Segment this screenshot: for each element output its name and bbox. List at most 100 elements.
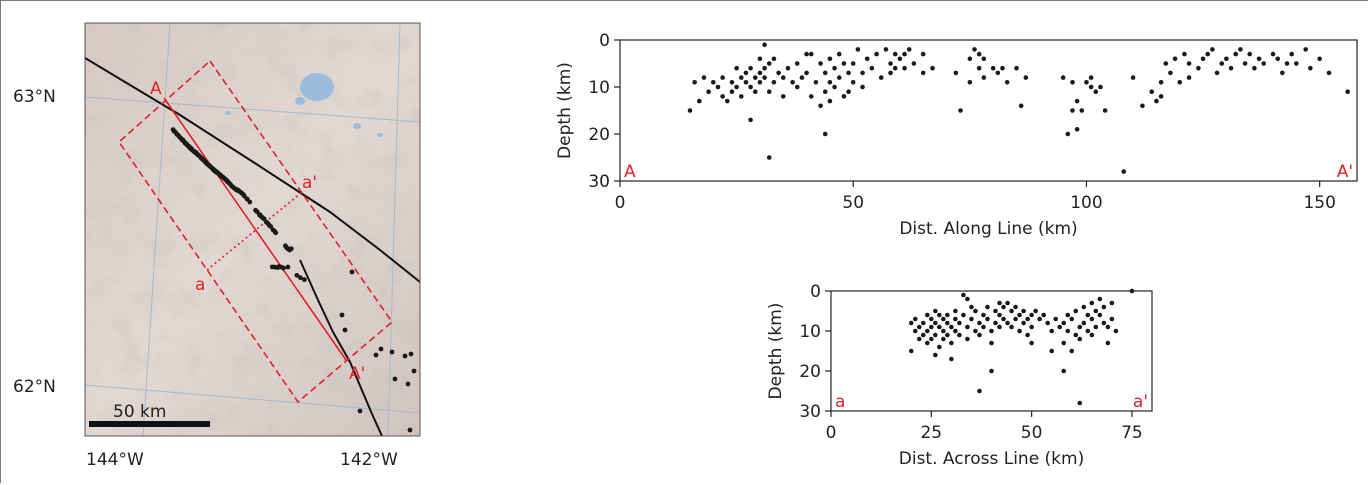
event-point [696, 98, 702, 104]
x-tick-label: 50 [842, 193, 864, 213]
event-point [1065, 312, 1071, 318]
event-point [1049, 328, 1054, 334]
event-point [1294, 61, 1299, 66]
map-event-point [389, 349, 395, 355]
event-point [976, 51, 982, 57]
event-point [1093, 324, 1099, 330]
event-point [734, 65, 739, 71]
event-point [794, 61, 800, 66]
event-point [850, 80, 856, 85]
event-point [997, 300, 1002, 306]
event-point [1182, 51, 1187, 57]
lon-label: 144°W [86, 450, 144, 470]
event-point [1081, 320, 1087, 326]
lat-label: 63°N [13, 87, 56, 107]
event-point [1013, 304, 1018, 310]
x-tick-label: 0 [615, 193, 626, 213]
map-events [170, 127, 417, 433]
event-point [780, 75, 786, 80]
event-point [832, 65, 837, 71]
event-point [977, 332, 982, 338]
event-point [790, 80, 795, 85]
event-point [945, 312, 950, 318]
event-point [869, 65, 875, 71]
event-point [892, 65, 898, 71]
event-point [1105, 324, 1111, 330]
event-point [1200, 56, 1206, 62]
map-event-point [411, 368, 417, 374]
seismicity-map: 63°N 62°N 144°W 142°W A A' a a' 50 km [13, 22, 421, 470]
event-point [757, 70, 763, 76]
event-point [933, 332, 938, 338]
event-point [1057, 324, 1063, 330]
event-point [1088, 75, 1094, 80]
map-event-point [392, 376, 398, 382]
event-point [748, 65, 753, 71]
event-point [701, 75, 707, 80]
event-point [1228, 65, 1234, 71]
event-point [1101, 320, 1107, 326]
event-point [1214, 70, 1220, 76]
event-point [836, 51, 842, 57]
y-axis-label: Depth (km) [555, 62, 575, 159]
event-point [1004, 80, 1010, 85]
map-event-point [408, 351, 414, 357]
event-point [1158, 94, 1164, 99]
event-point [993, 320, 998, 326]
event-point [1065, 328, 1071, 334]
event-point [941, 316, 946, 322]
event-point [1061, 340, 1067, 346]
x-axis-label: Dist. Along Line (km) [899, 219, 1077, 239]
event-point [1303, 47, 1308, 52]
event-point [1238, 47, 1243, 52]
event-point [953, 316, 958, 322]
event-point [1089, 316, 1095, 322]
x-tick-label: 75 [1121, 423, 1143, 443]
event-point [1013, 316, 1018, 322]
event-point [1280, 70, 1285, 76]
event-point [1081, 304, 1087, 310]
event-point [1102, 108, 1108, 113]
event-point [878, 75, 884, 80]
event-point [1017, 312, 1022, 318]
event-point [961, 292, 966, 298]
event-point [973, 308, 978, 314]
event-point [1009, 324, 1014, 330]
event-point [1045, 320, 1050, 326]
event-point [1037, 316, 1042, 322]
event-point [925, 328, 930, 334]
event-point [1084, 80, 1089, 85]
event-point [1029, 312, 1034, 318]
event-point [1053, 316, 1058, 322]
event-point [933, 352, 938, 358]
event-point [902, 51, 907, 57]
event-point [1172, 56, 1178, 62]
event-point [748, 84, 753, 90]
scale-bar-label: 50 km [113, 402, 166, 422]
event-point [1210, 47, 1215, 52]
map-event-point [357, 408, 363, 414]
y-tick-label: 0 [810, 282, 821, 302]
event-point [822, 70, 828, 76]
fault-line [85, 57, 420, 436]
event-point [953, 70, 959, 76]
event-point [822, 89, 828, 94]
event-point [1089, 300, 1095, 306]
event-point [1074, 127, 1080, 132]
event-point [724, 98, 730, 104]
event-point [906, 47, 912, 52]
event-point [1014, 65, 1019, 71]
event-point [1049, 348, 1054, 354]
event-point [1041, 312, 1046, 318]
event-point [743, 80, 749, 85]
map-event-point [402, 353, 408, 359]
event-point [1121, 169, 1127, 174]
event-point [965, 324, 970, 330]
event-point [937, 324, 942, 330]
along-line-depth-chart: 0 50 100 150 0 10 20 30 Dist. Along Line (km) Dep… [555, 31, 1358, 239]
lake-shape [225, 73, 383, 137]
event-point [1168, 70, 1173, 76]
y-tick-label: 10 [588, 78, 610, 98]
event-point [1077, 400, 1083, 406]
event-point [967, 80, 973, 85]
